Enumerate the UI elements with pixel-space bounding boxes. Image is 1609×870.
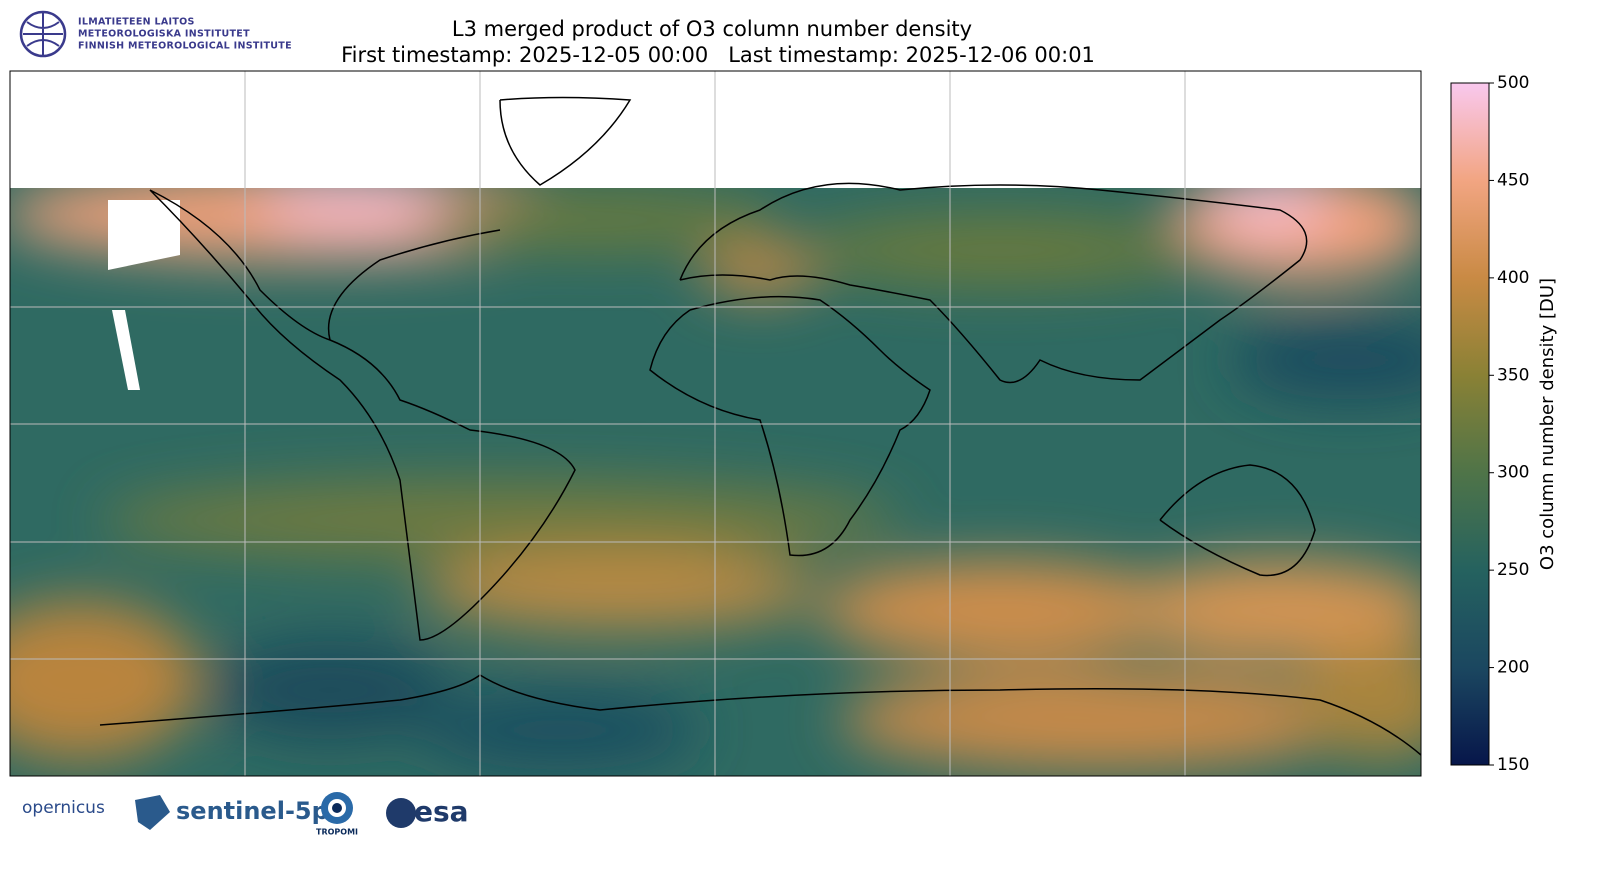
institute-line: FINNISH METEOROLOGICAL INSTITUTE (78, 41, 292, 52)
esa-logo: esa (414, 795, 469, 828)
colorbar-tick-label: 350 (1497, 365, 1529, 385)
fmi-logo: ILMATIETEEN LAITOS METEOROLOGISKA INSTIT… (19, 10, 292, 58)
sentinel-logo: sentinel-5p (176, 797, 329, 825)
colorbar-tick-label: 400 (1497, 268, 1529, 288)
footer-logos: opernicus sentinel-5p TROPOMI esa (22, 792, 469, 837)
colorbar-ramp (1450, 82, 1490, 766)
title: L3 merged product of O3 column number de… (452, 17, 972, 41)
map (9, 70, 1422, 777)
institute-line: ILMATIETEEN LAITOS (78, 17, 195, 28)
colorbar-label: O3 column number density [DU] (1537, 278, 1558, 570)
institute-line: METEOROLOGISKA INSTITUTET (78, 29, 250, 40)
coastlines (99, 96, 1422, 756)
colorbar-tick-label: 200 (1497, 658, 1529, 678)
colorbar-tick-label: 150 (1497, 755, 1529, 775)
colorbar-tick-label: 500 (1497, 73, 1529, 93)
tropomi-logo: TROPOMI (316, 828, 358, 837)
colorbar-tick-label: 250 (1497, 560, 1529, 580)
colorbar-tick-label: 450 (1497, 170, 1529, 190)
copernicus-logo: opernicus (22, 798, 105, 818)
colorbar: 150 200 250 300 350 400 450 500 (1450, 73, 1529, 775)
graticule (10, 71, 1421, 776)
colorbar-tick-label: 300 (1497, 463, 1529, 483)
subtitle: First timestamp: 2025-12-05 00:00 Last t… (341, 43, 1095, 67)
